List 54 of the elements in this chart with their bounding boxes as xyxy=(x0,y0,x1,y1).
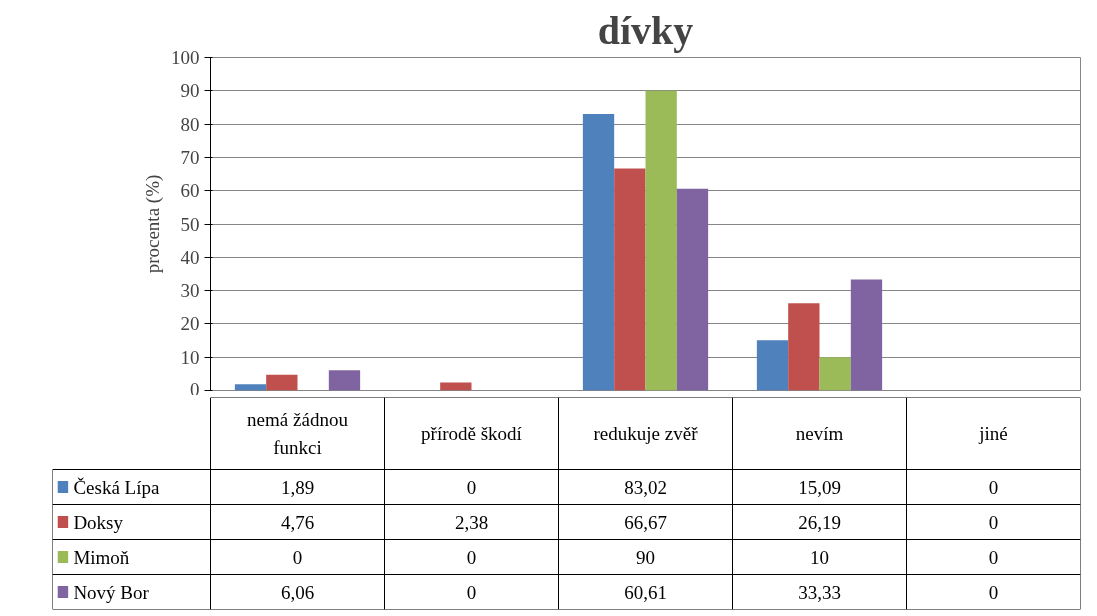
data-label: 0 xyxy=(292,546,303,568)
data-label: 26,19 xyxy=(798,511,841,533)
bar xyxy=(266,374,298,391)
bar xyxy=(234,384,267,391)
x-tick-label: redukuje zvěř xyxy=(593,423,699,444)
y-tick-label: 70 xyxy=(180,146,200,168)
data-label: 2,38 xyxy=(454,511,489,533)
y-tick-label: 0 xyxy=(190,378,200,400)
x-tick-label: nevím xyxy=(795,423,844,444)
data-label: 83,02 xyxy=(624,476,667,498)
x-tick-label: přírodě škodí xyxy=(421,423,523,444)
bar xyxy=(440,382,472,391)
data-label: 66,67 xyxy=(624,511,667,533)
y-tick-label: 20 xyxy=(180,313,200,335)
y-tick-label: 50 xyxy=(180,213,200,235)
bar xyxy=(582,114,615,391)
legend-label: Česká Lípa xyxy=(73,476,160,498)
data-label: 6,06 xyxy=(280,581,315,603)
legend-label: Doksy xyxy=(73,511,124,533)
y-tick-label: 10 xyxy=(180,346,200,368)
y-axis-title: procenta (%) xyxy=(142,174,164,274)
data-label: 0 xyxy=(988,581,999,603)
data-label: 1,89 xyxy=(280,476,315,498)
y-tick-label: 60 xyxy=(180,180,200,202)
bar xyxy=(788,303,820,391)
chart-title: dívky xyxy=(597,7,694,53)
bar xyxy=(676,188,709,391)
x-tick-label: jiné xyxy=(978,423,1008,444)
y-tick-label: 40 xyxy=(180,246,200,268)
legend-label: Mimoň xyxy=(73,546,130,568)
y-tick-label: 100 xyxy=(171,47,200,68)
data-label: 60,61 xyxy=(624,581,667,603)
data-label: 90 xyxy=(636,546,655,568)
data-label: 10 xyxy=(810,546,829,568)
data-label: 4,76 xyxy=(280,511,315,533)
y-tick-label: 30 xyxy=(180,280,200,302)
data-label: 15,09 xyxy=(798,476,841,498)
bar xyxy=(819,357,851,391)
data-label: 0 xyxy=(466,581,477,603)
data-label: 0 xyxy=(988,476,999,498)
legend-label: Nový Bor xyxy=(73,581,150,603)
bar xyxy=(850,279,883,391)
bar xyxy=(645,90,677,391)
y-tick-label: 90 xyxy=(180,80,200,102)
bar xyxy=(328,370,361,391)
data-label: 0 xyxy=(988,546,999,568)
bar xyxy=(614,168,646,391)
x-tick-label: nemá žádnou funkci xyxy=(247,409,349,458)
data-label: 0 xyxy=(466,546,477,568)
data-label: 33,33 xyxy=(798,581,841,603)
bar xyxy=(756,340,789,391)
data-label: 0 xyxy=(988,511,999,533)
data-label: 0 xyxy=(466,476,477,498)
y-tick-label: 80 xyxy=(180,113,200,135)
